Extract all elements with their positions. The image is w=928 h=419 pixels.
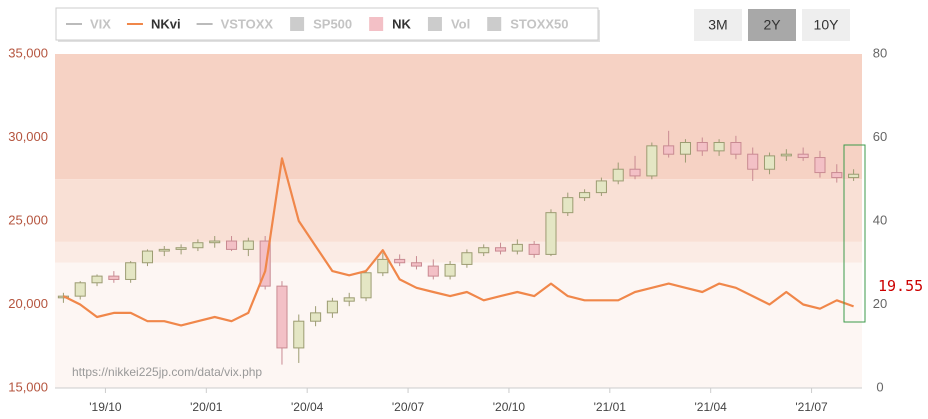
last-value-label: 19.55 (878, 277, 923, 295)
x-tick-label: '20/07 (392, 400, 425, 414)
candle-body (848, 173, 860, 179)
candle-body (713, 142, 725, 152)
y2-tick-label: 0 (876, 379, 883, 394)
candle-body (360, 272, 372, 299)
candle-body (763, 155, 776, 170)
candle-body (780, 153, 792, 157)
zone (55, 179, 862, 242)
candle-body (427, 265, 439, 277)
candle-body (125, 262, 137, 280)
candle-body (326, 300, 338, 314)
candle-body (410, 262, 423, 267)
candle-body (461, 252, 473, 265)
range-button-label[interactable]: 10Y (814, 17, 840, 33)
legend-label[interactable]: STOXX50 (510, 16, 568, 31)
legend-symbol (487, 17, 502, 31)
candle-body (646, 145, 658, 177)
candle-body (696, 142, 708, 152)
candle-body (91, 275, 103, 284)
range-button-label[interactable]: 2Y (763, 17, 781, 33)
candle-body (276, 285, 288, 349)
candle-body (478, 247, 490, 254)
candle-body (831, 172, 843, 179)
x-tick-label: '20/10 (493, 400, 526, 414)
candle-body (108, 275, 120, 280)
y2-tick-label: 60 (873, 129, 887, 144)
zone (55, 262, 862, 388)
candle-body (444, 263, 456, 277)
legend-label[interactable]: NK (392, 16, 411, 31)
candle-body (511, 243, 523, 252)
zone (55, 54, 862, 180)
legend-label[interactable]: Vol (451, 16, 470, 31)
y2-tick-label: 80 (873, 45, 887, 60)
candle-body (797, 153, 809, 159)
candle-body (612, 168, 624, 182)
candle-body (528, 243, 540, 255)
legend-label[interactable]: SP500 (313, 16, 352, 31)
candle-body (394, 258, 406, 264)
candle-body (74, 282, 86, 297)
candle-body (158, 248, 170, 252)
x-tick-label: '20/04 (291, 400, 324, 414)
x-tick-label: '21/07 (795, 400, 828, 414)
candle-body (595, 180, 607, 194)
legend-label[interactable]: VSTOXX (221, 16, 274, 31)
candle-body (562, 197, 574, 214)
candle-body (209, 240, 221, 244)
candle-body (141, 250, 154, 264)
candle-body (494, 247, 507, 252)
candle-body (192, 242, 204, 249)
candle-body (545, 212, 557, 255)
range-buttons: 3M 2Y 10Y (694, 9, 850, 41)
y2-tick-label: 20 (873, 296, 887, 311)
line (62, 157, 854, 327)
legend-symbol (427, 17, 442, 31)
candle-body (175, 247, 187, 250)
candle-body (730, 142, 742, 155)
legend: VIX NKvi VSTOXX SP500 NK Vol STOXX50 (55, 7, 600, 42)
candle-body (242, 240, 254, 250)
highlight-box (843, 144, 866, 323)
candle-body (579, 192, 591, 199)
y-tick-label: 35,000 (8, 45, 48, 60)
y-tick-label: 20,000 (8, 296, 48, 311)
x-tick-label: '21/01 (594, 400, 627, 414)
candle-body (679, 142, 692, 155)
range-button[interactable] (694, 9, 742, 41)
x-tick-label: '20/01 (190, 400, 223, 414)
y-tick-label: 30,000 (8, 129, 48, 144)
y-tick-label: 25,000 (8, 212, 48, 227)
candle-body (814, 157, 826, 174)
zones (55, 54, 862, 388)
x-tick-label: '21/04 (695, 400, 728, 414)
candle-body (343, 297, 355, 302)
candle-body (747, 153, 759, 170)
candle-body (225, 240, 238, 250)
legend-label[interactable]: VIX (90, 16, 111, 31)
x-tick-label: '19/10 (89, 400, 122, 414)
y2-tick-label: 40 (873, 212, 887, 227)
legend-box (55, 7, 599, 41)
zone (55, 241, 862, 263)
legend-symbol (290, 17, 305, 31)
range-button[interactable] (802, 9, 850, 41)
candle-body (629, 168, 641, 177)
source-url: https://nikkei225jp.com/data/vix.php (72, 365, 262, 379)
range-button[interactable] (748, 9, 796, 41)
legend-label[interactable]: NKvi (151, 16, 181, 31)
legend-symbol (369, 17, 384, 31)
plot (57, 130, 860, 365)
range-button-label[interactable]: 3M (708, 17, 727, 33)
candle-body (663, 145, 675, 155)
candle-body (259, 240, 271, 287)
candle-body (293, 320, 305, 349)
candle-body (310, 312, 322, 322)
candle-body (377, 258, 389, 274)
y-tick-label: 15,000 (8, 379, 48, 394)
